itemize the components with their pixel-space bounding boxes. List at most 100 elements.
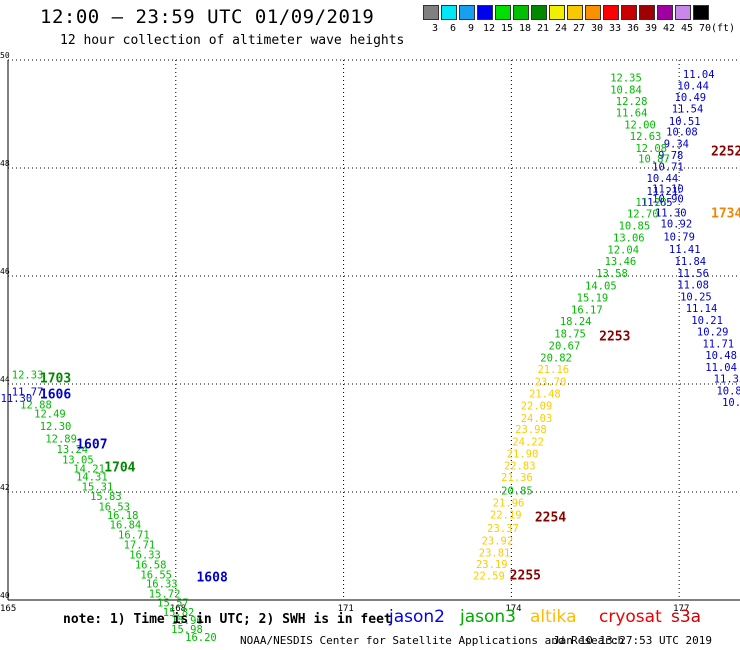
scale-label: 15 <box>500 23 514 34</box>
scale-swatch <box>513 5 529 20</box>
scale-swatch <box>549 5 565 20</box>
x-tick-label: 171 <box>338 604 354 614</box>
wave-height-value: 12.28 <box>616 96 648 108</box>
scale-label: 45 <box>680 23 694 34</box>
pass-time-label: 2255 <box>510 568 541 583</box>
scale-label: 12 <box>482 23 496 34</box>
wave-height-value: 11.23 <box>635 197 667 209</box>
wave-height-value: 16.84 <box>110 520 142 532</box>
wave-height-value: 12.89 <box>45 433 77 445</box>
legend-item-jason3: jason3 <box>460 607 516 627</box>
wave-height-value: 11.71 <box>702 338 734 350</box>
wave-height-value: 13.06 <box>613 232 645 244</box>
wave-height-value: 10.86 <box>716 385 740 397</box>
scale-swatch <box>441 5 457 20</box>
wave-height-value: 15.98 <box>171 624 203 636</box>
wave-height-value: 15.96 <box>171 615 203 627</box>
scale-swatch <box>603 5 619 20</box>
legend-item-cryosat: cryosat <box>599 607 662 627</box>
wave-height-value: 11.35 <box>714 373 740 385</box>
chart-subtitle: 12 hour collection of altimeter wave hei… <box>60 33 405 48</box>
wave-height-value: 13.46 <box>605 256 637 268</box>
wave-height-value: 23.70 <box>535 377 567 389</box>
wave-height-value: 24.22 <box>512 437 544 449</box>
wave-height-value: 10.92 <box>661 218 693 230</box>
wave-height-value: 23.92 <box>482 535 514 547</box>
wave-height-value: 23.19 <box>476 559 508 571</box>
wave-height-value: 14.21 <box>73 464 105 476</box>
wave-height-value: 10.79 <box>663 231 695 243</box>
wave-height-value: 13.05 <box>62 454 94 466</box>
scale-label: 36 <box>626 23 640 34</box>
wave-height-value: 15.82 <box>163 607 195 619</box>
wave-height-value: 10.28 <box>722 397 740 409</box>
wave-height-value: 11.08 <box>677 279 709 291</box>
x-tick-label: 177 <box>673 604 689 614</box>
x-tick-label: 174 <box>505 604 521 614</box>
wave-height-value: 21.90 <box>507 448 539 460</box>
scale-swatch <box>657 5 673 20</box>
wave-height-value: 12.35 <box>610 73 642 85</box>
pass-time-label: 1703 <box>40 371 71 386</box>
wave-height-value: 11.14 <box>686 303 718 315</box>
wave-height-value: 20.85 <box>501 486 533 498</box>
wave-height-value: 22.09 <box>521 400 553 412</box>
scale-swatch <box>477 5 493 20</box>
scale-label: 27 <box>572 23 586 34</box>
y-tick-label: 48 <box>0 159 10 168</box>
wave-height-value: 10.51 <box>669 116 701 128</box>
wave-height-value: 11.10 <box>652 183 684 195</box>
wave-height-value: 15.57 <box>157 597 189 609</box>
wave-height-value: 16.55 <box>140 569 172 581</box>
y-tick-label: 42 <box>0 483 10 492</box>
wave-height-value: 12.63 <box>630 131 662 143</box>
pass-time-label: 2254 <box>535 511 566 526</box>
wave-height-value: 16.33 <box>146 579 178 591</box>
wave-height-value: 15.72 <box>149 588 181 600</box>
wave-height-value: 16.71 <box>118 529 150 541</box>
legend-item-s3a: s3a <box>671 607 702 627</box>
wave-height-value: 23.98 <box>515 424 547 436</box>
wave-height-value: 12.04 <box>607 244 639 256</box>
scale-swatch <box>495 5 511 20</box>
scale-swatch <box>693 5 709 20</box>
wave-height-value: 10.29 <box>697 326 729 338</box>
wave-height-value: 11.84 <box>675 256 707 268</box>
wave-height-value: 13.58 <box>596 268 628 280</box>
x-tick-label: 168 <box>170 604 186 614</box>
wave-height-value: 11.04 <box>705 362 737 374</box>
wave-height-value: 15.31 <box>82 481 114 493</box>
scale-swatch <box>423 5 439 20</box>
pass-time-label: 1606 <box>40 388 71 403</box>
scale-swatch <box>585 5 601 20</box>
wave-height-value: 10.85 <box>619 221 651 233</box>
wave-height-value: 20.82 <box>540 352 572 364</box>
wave-height-value: 11.30 <box>655 208 687 220</box>
scale-label: 39 <box>644 23 658 34</box>
y-tick-label: 46 <box>0 267 10 276</box>
y-tick-label: 50 <box>0 51 10 60</box>
scale-unit: (ft) <box>711 23 736 34</box>
wave-height-value: 16.58 <box>135 560 167 572</box>
pass-time-label: 2252 <box>711 145 740 160</box>
wave-height-value: 20.67 <box>549 340 581 352</box>
wave-height-value: 11.56 <box>677 268 709 280</box>
wave-height-value: 22.83 <box>504 460 536 472</box>
wave-height-value: 12.33 <box>12 370 44 382</box>
wave-height-value: 16.20 <box>185 632 217 644</box>
legend-item-jason2: jason2 <box>389 607 445 627</box>
wave-height-value: 11.21 <box>647 186 679 198</box>
wave-height-value: 16.18 <box>107 510 139 522</box>
scale-label: 3 <box>431 23 439 34</box>
wave-height-value: 11.30 <box>1 393 33 405</box>
wave-height-value: 9.34 <box>664 138 689 150</box>
wave-height-value: 21.16 <box>537 364 569 376</box>
wave-height-value: 12.49 <box>34 408 66 420</box>
scale-label: 24 <box>554 23 568 34</box>
wave-height-value: 10.84 <box>610 84 642 96</box>
wave-height-value: 10.90 <box>652 194 684 206</box>
wave-height-value: 18.24 <box>560 316 592 328</box>
wave-height-value: 10.21 <box>691 315 723 327</box>
wave-height-value: 12.00 <box>624 120 656 132</box>
wave-height-value: 12.70 <box>627 209 659 221</box>
